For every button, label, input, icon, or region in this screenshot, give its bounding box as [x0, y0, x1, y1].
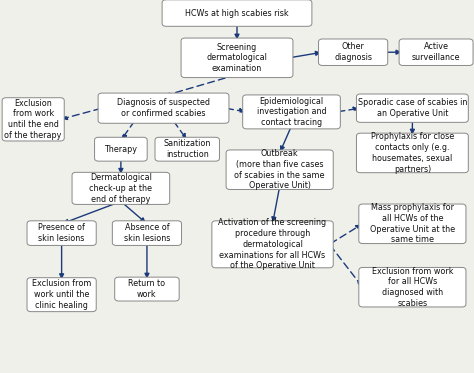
Text: Therapy: Therapy — [104, 145, 137, 154]
Text: Screening
dermatological
examination: Screening dermatological examination — [207, 43, 267, 73]
FancyBboxPatch shape — [94, 137, 147, 161]
FancyBboxPatch shape — [226, 150, 333, 189]
Text: Exclusion from
work until the
clinic healing: Exclusion from work until the clinic hea… — [32, 279, 91, 310]
FancyBboxPatch shape — [27, 278, 96, 312]
FancyBboxPatch shape — [359, 267, 466, 307]
Text: Diagnosis of suspected
or confirmed scabies: Diagnosis of suspected or confirmed scab… — [117, 98, 210, 118]
Text: Return to
work: Return to work — [128, 279, 165, 299]
Text: Exclusion
from work
until the end
of the therapy: Exclusion from work until the end of the… — [4, 99, 62, 140]
FancyBboxPatch shape — [98, 93, 229, 123]
Text: Sanitization
instruction: Sanitization instruction — [164, 140, 211, 159]
FancyBboxPatch shape — [399, 39, 473, 66]
FancyBboxPatch shape — [27, 221, 96, 245]
FancyBboxPatch shape — [72, 172, 170, 204]
FancyBboxPatch shape — [359, 204, 466, 244]
Text: Prophylaxis for close
contacts only (e.g.
housemates, sexual
partners): Prophylaxis for close contacts only (e.g… — [371, 132, 454, 173]
FancyBboxPatch shape — [155, 137, 219, 161]
Text: Epidemiological
investigation and
contact tracing: Epidemiological investigation and contac… — [257, 97, 326, 127]
FancyBboxPatch shape — [356, 94, 468, 122]
Text: Absence of
skin lesions: Absence of skin lesions — [124, 223, 170, 243]
FancyBboxPatch shape — [112, 221, 182, 245]
FancyBboxPatch shape — [115, 277, 179, 301]
FancyBboxPatch shape — [319, 39, 388, 66]
FancyBboxPatch shape — [243, 95, 340, 129]
Text: Sporadic case of scabies in
an Operative Unit: Sporadic case of scabies in an Operative… — [358, 98, 467, 118]
FancyBboxPatch shape — [162, 0, 312, 26]
FancyBboxPatch shape — [356, 133, 468, 173]
Text: Dermatological
check-up at the
end of therapy: Dermatological check-up at the end of th… — [90, 173, 152, 204]
Text: Exclusion from work
for all HCWs
diagnosed with
scabies: Exclusion from work for all HCWs diagnos… — [372, 267, 453, 308]
FancyBboxPatch shape — [181, 38, 293, 78]
FancyBboxPatch shape — [2, 98, 64, 141]
Text: HCWs at high scabies risk: HCWs at high scabies risk — [185, 9, 289, 18]
Text: Active
surveillance: Active surveillance — [412, 43, 460, 62]
Text: Mass prophylaxis for
all HCWs of the
Operative Unit at the
same time: Mass prophylaxis for all HCWs of the Ope… — [370, 203, 455, 244]
Text: Activation of the screening
procedure through
dermatological
examinations for al: Activation of the screening procedure th… — [219, 218, 327, 270]
Text: Other
diagnosis: Other diagnosis — [334, 43, 372, 62]
Text: Presence of
skin lesions: Presence of skin lesions — [38, 223, 85, 243]
Text: Outbreak
(more than five cases
of scabies in the same
Operative Unit): Outbreak (more than five cases of scabie… — [235, 149, 325, 190]
FancyBboxPatch shape — [212, 221, 333, 268]
